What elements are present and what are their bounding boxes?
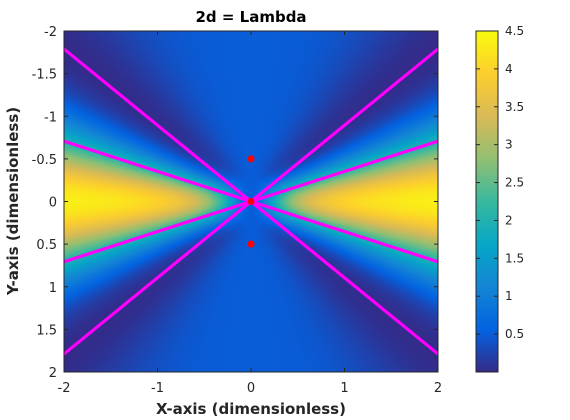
y-tick-label: 1 bbox=[49, 281, 57, 296]
x-tick-label: 2 bbox=[434, 381, 442, 396]
chart-title: 2d = Lambda bbox=[195, 8, 306, 26]
y-tick-label: -0.5 bbox=[32, 153, 57, 168]
colorbar-tick-label: 3 bbox=[505, 138, 513, 152]
y-axis-label: Y-axis (dimensionless) bbox=[4, 107, 22, 296]
colorbar-tick-label: 4.5 bbox=[505, 24, 524, 38]
colorbar-tick-label: 1 bbox=[505, 289, 513, 303]
colorbar-tick-label: 2.5 bbox=[505, 176, 524, 190]
y-tick-label: 0 bbox=[49, 196, 57, 211]
source-points bbox=[247, 155, 255, 248]
y-axis-ticks: -2 -1.5 -1 -0.5 0 0.5 1 1.5 2 bbox=[32, 25, 438, 381]
colorbar-tick-label: 3.5 bbox=[505, 100, 524, 114]
source-point bbox=[247, 155, 255, 163]
source-point bbox=[247, 240, 255, 248]
y-tick-label: 0.5 bbox=[36, 238, 57, 253]
x-axis-ticks: -2 -1 0 1 2 bbox=[58, 31, 442, 396]
y-tick-label: -2 bbox=[44, 25, 57, 40]
colorbar: 0.5 1 1.5 2 2.5 3 3.5 4 4.5 bbox=[475, 24, 524, 373]
x-tick-label: -2 bbox=[58, 381, 71, 396]
colorbar-tick-label: 2 bbox=[505, 213, 513, 227]
y-tick-label: -1 bbox=[44, 110, 57, 125]
colorbar-tick-label: 4 bbox=[505, 62, 513, 76]
y-tick-label: 1.5 bbox=[36, 323, 57, 338]
y-tick-label: 2 bbox=[49, 366, 57, 381]
source-point bbox=[247, 198, 255, 205]
colorbar-ticks: 0.5 1 1.5 2 2.5 3 3.5 4 4.5 bbox=[476, 24, 524, 341]
x-axis-label: X-axis (dimensionless) bbox=[156, 400, 346, 418]
colorbar-tick-label: 1.5 bbox=[505, 251, 524, 265]
x-tick-label: -1 bbox=[151, 381, 164, 396]
x-tick-label: 1 bbox=[340, 381, 348, 396]
x-tick-label: 0 bbox=[247, 381, 255, 396]
y-tick-label: -1.5 bbox=[32, 68, 57, 83]
colorbar-gradient bbox=[475, 30, 499, 373]
colorbar-tick-label: 0.5 bbox=[505, 327, 524, 341]
